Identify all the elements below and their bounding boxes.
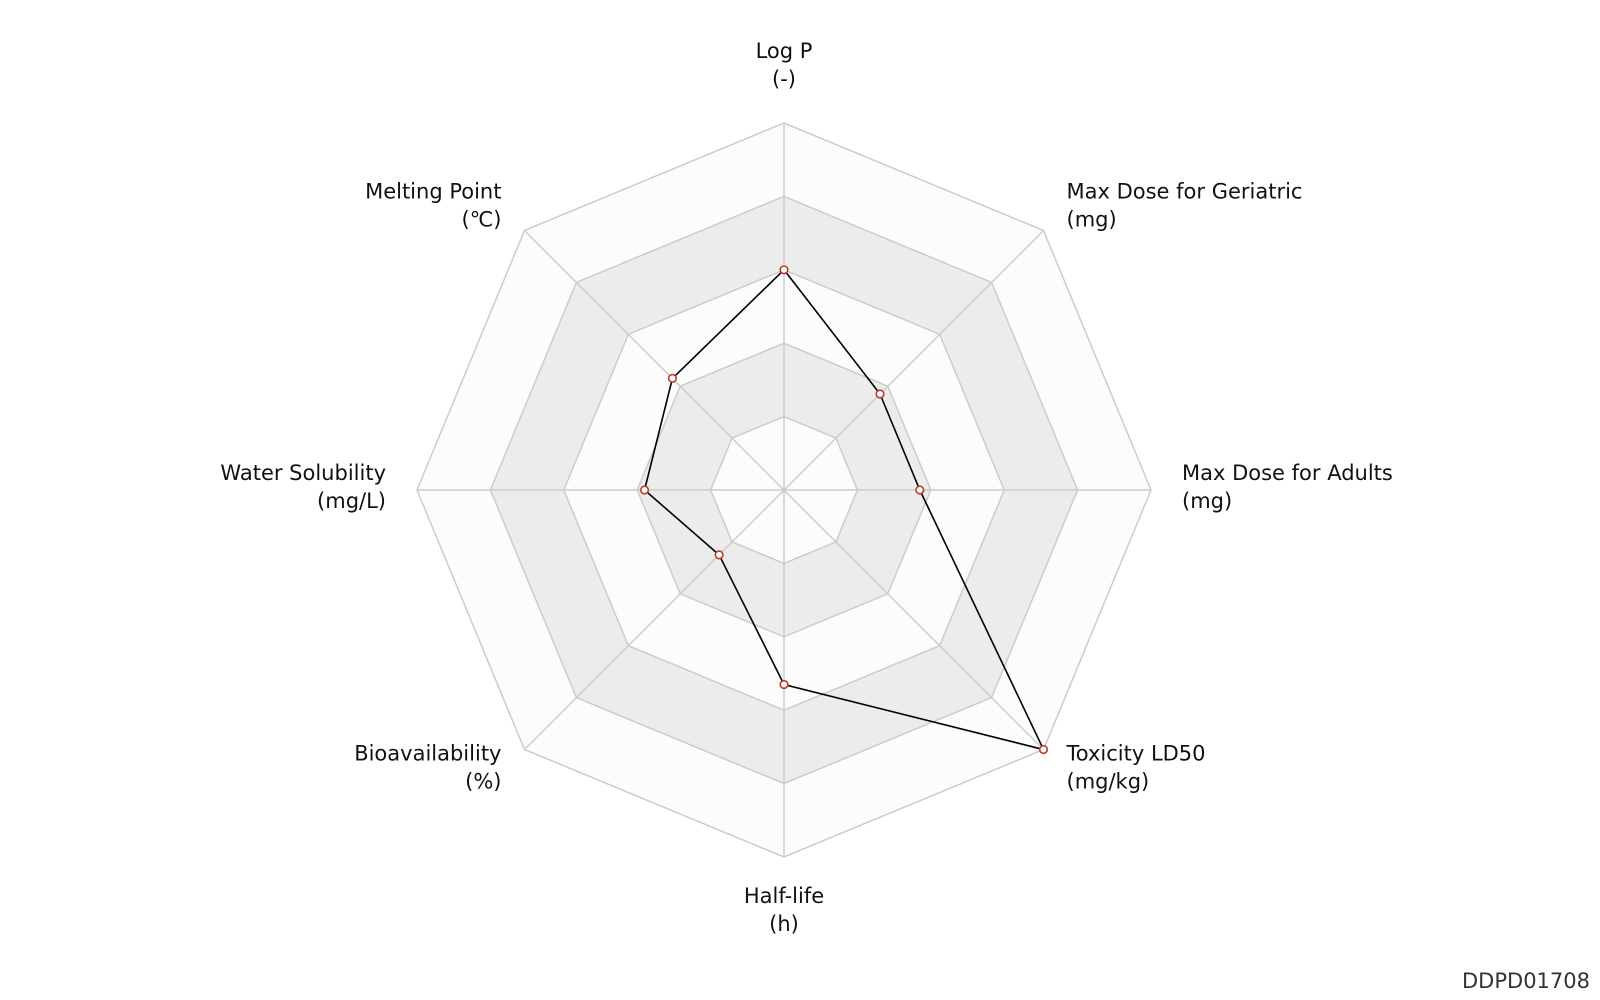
axis-line <box>783 489 1045 751</box>
axis-label: Max Dose for Adults <box>1182 461 1393 485</box>
axis-unit: (℃) <box>462 207 502 231</box>
axis-unit: (mg) <box>1182 489 1232 513</box>
data-point <box>639 485 650 495</box>
axis-unit: (%) <box>465 770 501 794</box>
axis-label: Bioavailability <box>354 742 501 766</box>
watermark: DDPD01708 <box>1462 969 1590 993</box>
data-point <box>714 550 724 560</box>
axis-label: Melting Point <box>365 179 501 203</box>
data-point <box>875 389 885 399</box>
axis-label: Water Solubility <box>220 461 386 485</box>
axis-unit: (h) <box>769 912 799 936</box>
axis-line <box>783 229 1045 491</box>
axis-unit: (-) <box>772 67 796 91</box>
data-point <box>915 485 925 495</box>
axis-label: Max Dose for Geriatric <box>1067 179 1303 203</box>
axis-unit: (mg/L) <box>317 489 386 513</box>
axis-label: Half-life <box>744 884 824 908</box>
axis-unit: (mg/kg) <box>1067 770 1150 794</box>
data-point <box>779 265 789 275</box>
axis-unit: (mg) <box>1067 207 1117 231</box>
axis-line <box>523 489 785 751</box>
data-point <box>667 373 678 384</box>
data-point <box>1038 744 1049 755</box>
data-point <box>779 679 789 690</box>
axis-label: Log P <box>756 39 813 63</box>
axis-line <box>523 229 785 491</box>
axis-label: Toxicity LD50 <box>1066 742 1206 766</box>
